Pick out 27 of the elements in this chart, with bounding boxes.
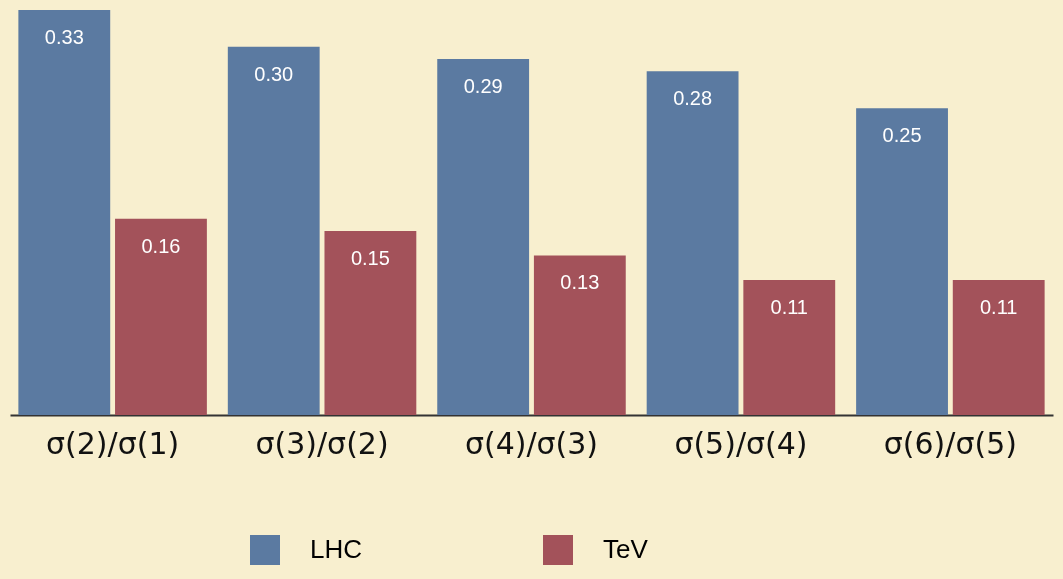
data-label: 0.11 — [770, 296, 808, 318]
bar — [856, 108, 948, 415]
x-tick-label: σ(2)/σ(1) — [46, 425, 180, 461]
x-tick-label: σ(6)/σ(5) — [883, 425, 1017, 461]
bar — [743, 280, 836, 415]
bar — [324, 230, 417, 415]
data-label: 0.15 — [350, 246, 390, 269]
data-label: 0.13 — [560, 271, 600, 294]
data-label: 0.16 — [141, 234, 181, 257]
x-tick-label: σ(4)/σ(3) — [464, 425, 599, 461]
bar — [437, 59, 530, 415]
data-label: 0.28 — [673, 87, 713, 110]
bar — [533, 255, 626, 415]
legend-label: TeV — [603, 534, 649, 564]
data-label: 0.25 — [882, 124, 922, 147]
data-label: 0.33 — [44, 26, 84, 48]
bar — [18, 10, 111, 415]
bar — [646, 71, 739, 415]
data-label: 0.29 — [463, 75, 503, 98]
x-tick-label: σ(3)/σ(2) — [255, 425, 389, 461]
data-label: 0.30 — [254, 62, 294, 85]
data-label: 0.11 — [979, 296, 1018, 318]
bar — [952, 280, 1045, 415]
bar — [115, 218, 207, 415]
bar — [227, 46, 320, 415]
legend-label: LHC — [310, 534, 363, 564]
x-tick-label: σ(5)/σ(4) — [674, 425, 808, 461]
